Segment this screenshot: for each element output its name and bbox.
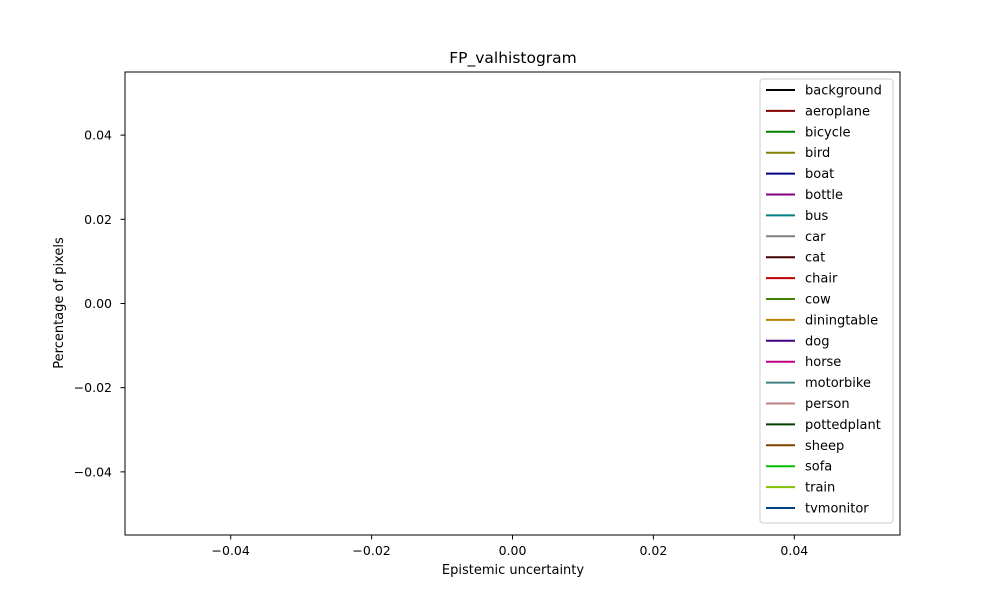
y-axis-label: Percentage of pixels [52, 237, 67, 369]
legend-label-cow: cow [805, 293, 831, 308]
legend-label-cat: cat [805, 251, 825, 266]
legend-label-bird: bird [805, 146, 830, 161]
legend-label-background: background [805, 84, 882, 99]
y-tick-label: −0.02 [74, 380, 112, 395]
x-tick-label: 0.04 [780, 543, 808, 558]
x-tick-label: −0.02 [352, 543, 390, 558]
x-tick-label: 0.00 [499, 543, 527, 558]
legend-label-pottedplant: pottedplant [805, 418, 881, 433]
y-tick-label: −0.04 [74, 464, 112, 479]
legend-label-train: train [805, 481, 835, 496]
legend-label-bicycle: bicycle [805, 125, 850, 140]
legend: background aeroplane bicycle bird boat bottle… [759, 78, 894, 524]
legend-label-boat: boat [805, 167, 834, 182]
y-tick-label: 0.04 [84, 128, 112, 143]
legend-label-tvmonitor: tvmonitor [805, 502, 869, 517]
legend-box [759, 78, 894, 524]
legend-label-dog: dog [805, 334, 829, 349]
x-axis-label: Epistemic uncertainty [442, 563, 584, 578]
x-tick-label: −0.04 [212, 543, 250, 558]
legend-label-car: car [805, 230, 826, 245]
y-tick-label: 0.02 [84, 212, 112, 227]
x-tick-label: 0.02 [639, 543, 667, 558]
legend-label-sheep: sheep [805, 439, 844, 454]
legend-label-motorbike: motorbike [805, 376, 871, 391]
chart-title: FP_valhistogram [449, 49, 577, 68]
y-tick-label: 0.00 [84, 296, 112, 311]
legend-label-aeroplane: aeroplane [805, 104, 870, 119]
legend-label-bottle: bottle [805, 188, 843, 203]
y-axis: −0.04 −0.02 0.00 0.02 0.04 [74, 128, 125, 479]
legend-label-diningtable: diningtable [805, 313, 878, 328]
x-axis: −0.04 −0.02 0.00 0.02 0.04 [212, 535, 808, 558]
legend-label-chair: chair [805, 272, 838, 287]
legend-label-horse: horse [805, 355, 841, 370]
legend-label-person: person [805, 397, 850, 412]
legend-label-bus: bus [805, 209, 828, 224]
legend-label-sofa: sofa [805, 460, 832, 475]
